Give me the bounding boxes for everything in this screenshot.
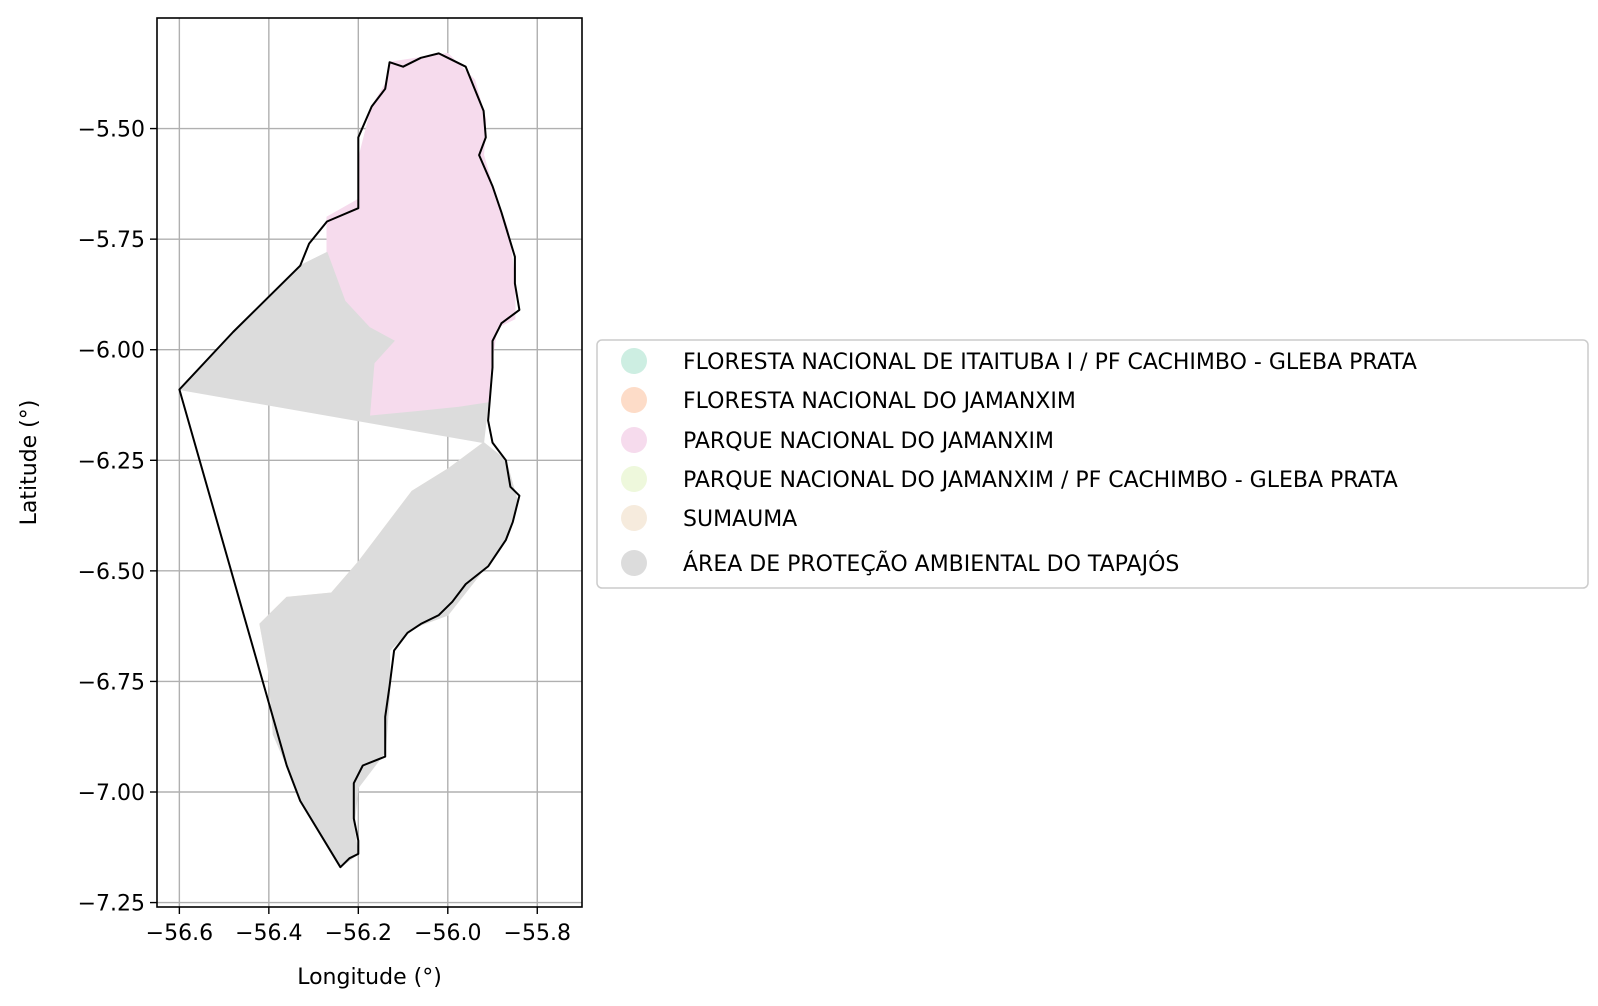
map-regions — [178, 52, 518, 868]
x-axis-label: Longitude (°) — [297, 965, 442, 990]
legend-label: SUMAUMA — [683, 507, 797, 532]
legend-marker — [621, 466, 647, 492]
legend-marker — [621, 427, 647, 453]
y-tick-label: −5.50 — [78, 118, 145, 143]
x-tick-label: −56.0 — [414, 921, 481, 946]
legend-marker — [621, 550, 647, 576]
legend-marker — [621, 387, 647, 413]
legend-label: FLORESTA NACIONAL DO JAMANXIM — [683, 389, 1076, 414]
x-tick-label: −56.6 — [146, 921, 213, 946]
x-axis-ticks: −56.6 −56.4 −56.2 −56.0 −55.8 — [146, 907, 571, 946]
y-axis-label: Latitude (°) — [17, 400, 42, 526]
x-tick-label: −56.4 — [235, 921, 302, 946]
legend-frame — [596, 339, 1589, 589]
y-tick-label: −6.25 — [78, 449, 145, 474]
legend-marker — [621, 505, 647, 531]
y-tick-label: −7.00 — [78, 781, 145, 806]
y-tick-label: −6.50 — [78, 560, 145, 585]
legend-label: ÁREA DE PROTEÇÃO AMBIENTAL DO TAPAJÓS — [683, 550, 1179, 577]
y-tick-label: −7.25 — [78, 892, 145, 917]
y-tick-label: −5.75 — [78, 228, 145, 253]
y-tick-label: −6.00 — [78, 339, 145, 364]
map-outline — [178, 52, 521, 869]
x-tick-label: −55.8 — [504, 921, 571, 946]
legend-label: PARQUE NACIONAL DO JAMANXIM — [683, 429, 1054, 454]
y-axis-ticks: −5.50 −5.75 −6.00 −6.25 −6.50 −6.75 −7.00 −7.25 — [78, 118, 157, 917]
legend-label: PARQUE NACIONAL DO JAMANXIM / PF CACHIMB… — [683, 468, 1398, 493]
legend-marker — [621, 348, 647, 374]
boundary-outline — [178, 52, 521, 869]
y-tick-label: −6.75 — [78, 670, 145, 695]
plot-frame — [156, 17, 583, 908]
x-tick-label: −56.2 — [325, 921, 392, 946]
region-2 — [178, 251, 518, 868]
legend: FLORESTA NACIONAL DE ITAITUBA I / PF CAC… — [596, 339, 1589, 589]
legend-label: FLORESTA NACIONAL DE ITAITUBA I / PF CAC… — [683, 350, 1417, 375]
